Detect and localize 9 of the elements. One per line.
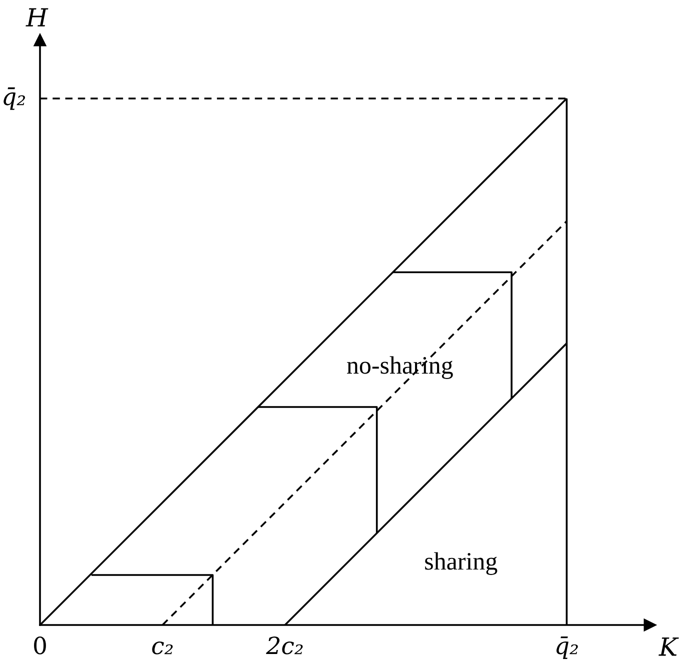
y-axis-title: H — [26, 8, 48, 26]
annotation: no-sharing — [347, 356, 453, 379]
x-tick-label: 2c₂ — [266, 636, 303, 654]
annotation: sharing — [425, 552, 498, 575]
annotation: q̄₂ — [4, 87, 26, 110]
x-tick-label: 0 — [34, 636, 46, 654]
x-tick-label: q̄₂ — [556, 636, 578, 659]
x-tick-label: c₂ — [152, 641, 173, 654]
x-axis-title: K — [658, 637, 679, 656]
